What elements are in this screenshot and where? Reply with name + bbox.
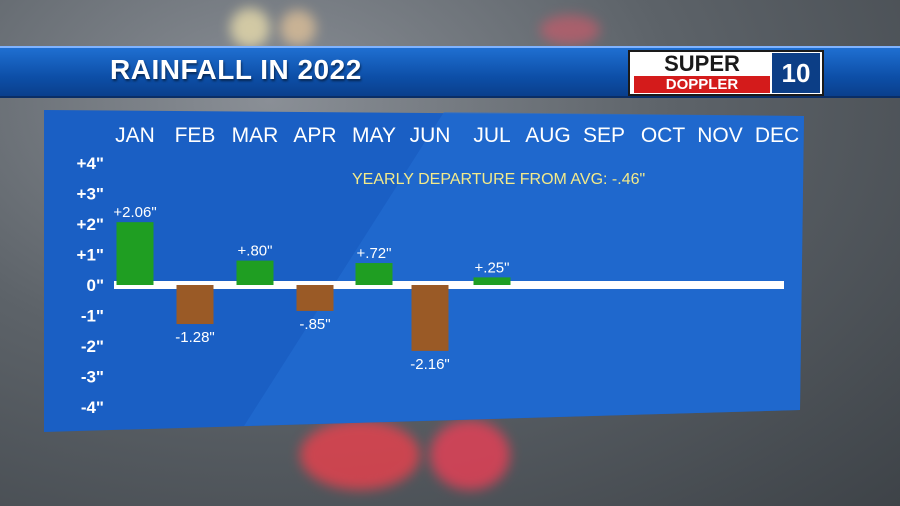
- chart-background-highlight: [244, 112, 804, 426]
- y-tick-label: +3": [77, 185, 104, 204]
- month-label-dec: DEC: [755, 124, 799, 147]
- logo-super-text: SUPER: [664, 51, 740, 76]
- y-tick-label: +2": [77, 215, 104, 234]
- y-tick-label: -2": [81, 337, 104, 356]
- background-light: [300, 420, 420, 490]
- month-label-jul: JUL: [473, 124, 510, 147]
- y-tick-label: +4": [77, 154, 104, 173]
- month-label-nov: NOV: [697, 124, 743, 147]
- page-title: RAINFALL IN 2022: [110, 54, 362, 85]
- month-label-apr: APR: [293, 124, 336, 147]
- data-label-feb: -1.28": [175, 329, 215, 346]
- month-label-may: MAY: [352, 124, 396, 147]
- data-label-jul: +.25": [475, 259, 510, 276]
- bar-jan: [116, 222, 154, 285]
- bar-jul: [473, 277, 511, 285]
- data-label-jun: -2.16": [410, 356, 450, 373]
- zero-line: [114, 281, 784, 289]
- y-tick-label: -1": [81, 307, 104, 326]
- bar-may: [355, 263, 393, 285]
- background-light: [280, 10, 316, 46]
- bar-mar: [236, 260, 274, 285]
- bar-jun: [411, 285, 449, 351]
- y-tick-label: 0": [86, 276, 104, 295]
- rainfall-chart: JAN FEB MAR APR MAY JUN JUL AUG SEP OCT NOV DEC +4"…: [44, 110, 804, 432]
- bar-apr: [296, 285, 334, 311]
- chart-panel: JAN FEB MAR APR MAY JUN JUL AUG SEP OCT NOV DEC +4"…: [44, 110, 804, 432]
- station-logo: SUPER DOPPLER 10: [628, 50, 824, 96]
- yearly-departure-annotation: YEARLY DEPARTURE FROM AVG: -.46": [352, 171, 645, 188]
- logo-badge-text: 10: [772, 53, 820, 93]
- y-tick-label: -4": [81, 398, 104, 417]
- y-tick-label: +1": [77, 246, 104, 265]
- data-label-may: +.72": [357, 245, 392, 262]
- bar-feb: [176, 285, 214, 325]
- logo-doppler-text: DOPPLER: [634, 76, 770, 93]
- data-label-apr: -.85": [299, 316, 330, 333]
- y-tick-label: -3": [81, 368, 104, 387]
- background-light: [540, 15, 600, 45]
- month-label-aug: AUG: [525, 124, 571, 147]
- month-label-sep: SEP: [583, 124, 625, 147]
- background-light: [430, 420, 510, 490]
- data-label-jan: +2.06": [113, 204, 156, 221]
- month-label-mar: MAR: [232, 124, 279, 147]
- data-label-mar: +.80": [238, 243, 273, 260]
- background-light: [230, 8, 270, 48]
- month-label-jan: JAN: [115, 124, 155, 147]
- month-label-feb: FEB: [175, 124, 216, 147]
- month-label-oct: OCT: [641, 124, 686, 147]
- month-label-jun: JUN: [410, 124, 451, 147]
